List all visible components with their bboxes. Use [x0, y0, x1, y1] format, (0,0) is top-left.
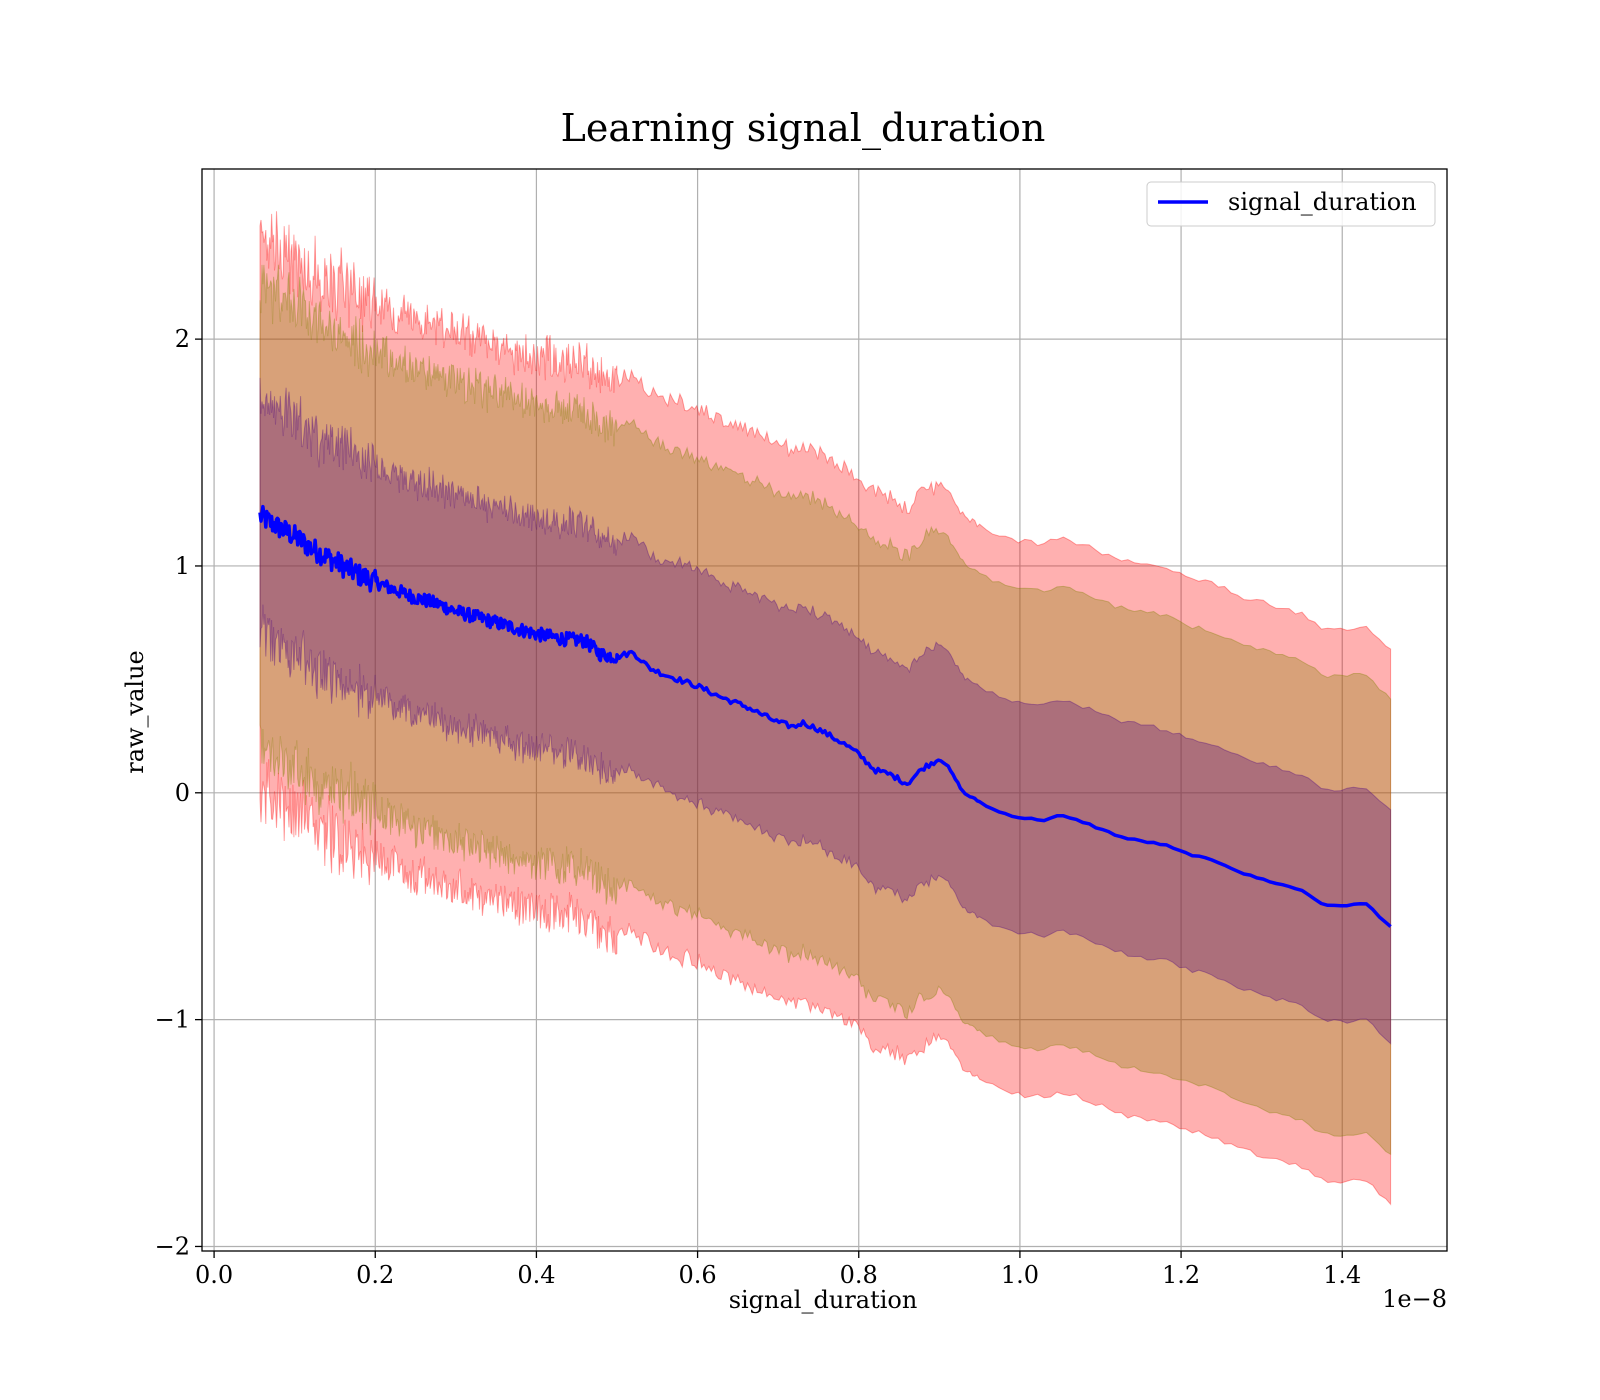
legend: signal_duration	[1146, 181, 1436, 227]
y-tick-label: −1	[155, 1006, 190, 1034]
y-axis-label: raw_value	[121, 650, 149, 774]
y-tick-label: −2	[155, 1232, 190, 1260]
band-3-std	[259, 211, 1392, 1206]
y-tick-label: 2	[175, 325, 190, 353]
chart-title: Learning signal_duration	[561, 106, 1046, 151]
mean-line	[258, 504, 1392, 928]
band-1-std	[259, 377, 1392, 1045]
mean-series	[258, 504, 1392, 928]
x-axis-offset-label: 1e−8	[1382, 1285, 1447, 1313]
x-tick-label: 0.8	[840, 1261, 878, 1289]
legend-box	[1146, 181, 1436, 227]
axis-ticks: 0.0 0.2 0.4 0.6 0.8 1.0 1.2 1.4 −2 −1 0 1 2	[155, 325, 1362, 1289]
y-tick-label: 0	[175, 779, 190, 807]
x-tick-label: 1.2	[1162, 1261, 1200, 1289]
x-tick-label: 1.0	[1001, 1261, 1039, 1289]
legend-label: signal_duration	[1228, 188, 1417, 216]
x-tick-label: 0.6	[678, 1261, 716, 1289]
spread-bands	[259, 211, 1392, 1206]
grid	[202, 169, 1447, 1251]
x-tick-label: 0.2	[356, 1261, 394, 1289]
y-tick-label: 1	[175, 552, 190, 580]
x-tick-label: 1.4	[1323, 1261, 1361, 1289]
x-axis-label: signal_duration	[729, 1286, 918, 1314]
plot-frame	[201, 168, 1448, 1252]
band-2-std	[259, 264, 1392, 1156]
x-tick-label: 0.4	[517, 1261, 555, 1289]
x-tick-label: 0.0	[195, 1261, 233, 1289]
